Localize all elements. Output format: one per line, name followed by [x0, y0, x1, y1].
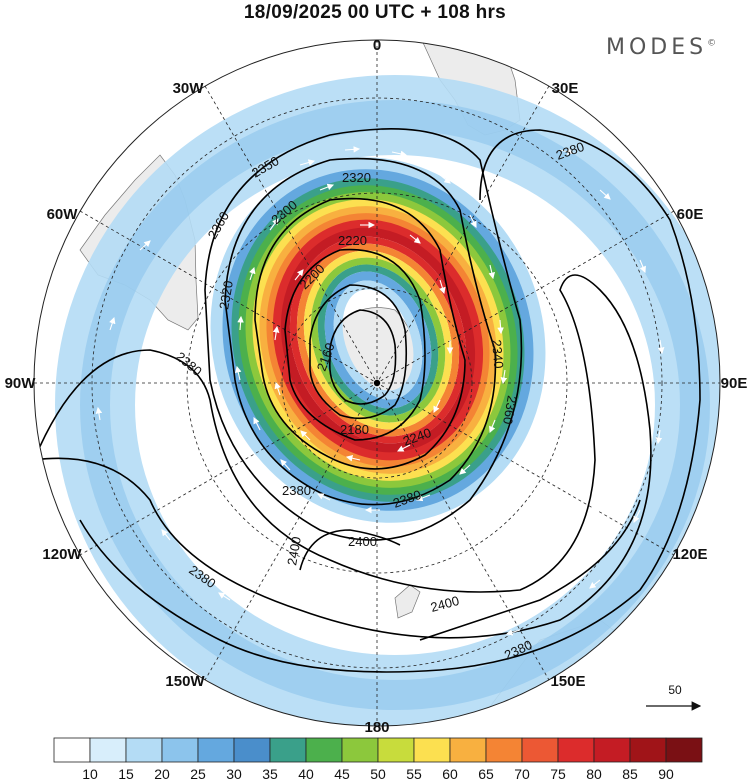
colorbar-label: 15 — [118, 766, 134, 782]
colorbar-swatch — [593, 737, 631, 763]
lon-label-60e: 60E — [677, 206, 704, 223]
south-pole-marker — [373, 379, 381, 387]
longitude-labels: 0 30E 60E 90E 120E 150E 180 150W 120W 90… — [5, 37, 748, 736]
contour-label-2400-b: 2400 — [284, 535, 304, 566]
lon-label-30e: 30E — [552, 80, 579, 97]
colorbar-label: 30 — [226, 766, 242, 782]
colorbar-swatch — [665, 737, 703, 763]
brand-name: MODES — [606, 35, 708, 60]
colorbar-label: 45 — [334, 766, 350, 782]
lon-label-60w: 60W — [47, 206, 79, 223]
jet-outer-band — [55, 75, 720, 726]
colorbar-swatch — [269, 737, 307, 763]
colorbar-swatch — [413, 737, 451, 763]
colorbar-swatch — [377, 737, 415, 763]
lon-label-180: 180 — [364, 719, 389, 736]
contour-label-group: 2350 2320 2300 2220 2200 2360 2320 2160 … — [173, 139, 586, 663]
lon-label-150e: 150E — [550, 673, 585, 690]
colorbar-swatch — [89, 737, 127, 763]
colorbar-label: 75 — [550, 766, 566, 782]
colorbar-label: 90 — [658, 766, 674, 782]
contour-label-2320: 2320 — [342, 170, 371, 185]
colorbar-swatch — [485, 737, 523, 763]
wind-reference-label: 50 — [668, 683, 682, 697]
colorbar-label: 35 — [262, 766, 278, 782]
colorbar-label: 70 — [514, 766, 530, 782]
colorbar-label: 10 — [82, 766, 98, 782]
colorbar-swatch — [341, 737, 379, 763]
contour-label-2340: 2340 — [489, 339, 506, 369]
lon-label-90w: 90W — [5, 375, 37, 392]
colorbar-label: 85 — [622, 766, 638, 782]
colorbar: 10 15 20 25 30 35 40 45 50 55 60 65 70 75 80 85 90 — [53, 737, 703, 782]
height-contours — [34, 128, 701, 673]
lon-label-30w: 30W — [173, 80, 205, 97]
colorbar-label: 80 — [586, 766, 602, 782]
map-title: 18/09/2025 00 UTC + 108 hrs — [243, 2, 507, 23]
colorbar-label: 55 — [406, 766, 422, 782]
contour-label-2400-c: 2400 — [429, 593, 461, 615]
contour-label-2320-west: 2320 — [216, 279, 236, 310]
contour-label-2400-a: 2400 — [348, 534, 377, 549]
lon-label-150w: 150W — [165, 673, 205, 690]
colorbar-swatch — [233, 737, 271, 763]
lon-label-120w: 120W — [42, 546, 82, 563]
colorbar-label: 40 — [298, 766, 314, 782]
contour-label-2380-inner: 2380 — [282, 483, 311, 498]
lon-label-120e: 120E — [672, 546, 707, 563]
colorbar-swatch — [197, 737, 235, 763]
contour-label-2180: 2180 — [340, 422, 369, 437]
wind-reference: 50 — [646, 683, 702, 711]
colorbar-swatch — [125, 737, 163, 763]
colorbar-swatch — [629, 737, 667, 763]
colorbar-label: 60 — [442, 766, 458, 782]
colorbar-label: 50 — [370, 766, 386, 782]
colorbar-swatch — [449, 737, 487, 763]
colorbar-swatch — [557, 737, 595, 763]
brand-logo: MODES© — [606, 35, 716, 60]
contour-label-2220: 2220 — [338, 233, 367, 248]
lon-label-0: 0 — [373, 37, 381, 54]
wind-vectors — [95, 146, 665, 653]
colorbar-label: 25 — [190, 766, 206, 782]
colorbar-swatch — [305, 737, 343, 763]
colorbar-label: 20 — [154, 766, 170, 782]
colorbar-swatch — [53, 737, 91, 763]
contour-label-2360-east: 2360 — [500, 394, 520, 425]
lon-label-90e: 90E — [721, 375, 748, 392]
colorbar-label: 65 — [478, 766, 494, 782]
map-disk: 2350 2320 2300 2220 2200 2360 2320 2160 … — [34, 40, 720, 726]
colorbar-swatch — [161, 737, 199, 763]
map-border — [33, 39, 721, 727]
colorbar-swatch — [521, 737, 559, 763]
copyright-mark: © — [707, 38, 717, 49]
